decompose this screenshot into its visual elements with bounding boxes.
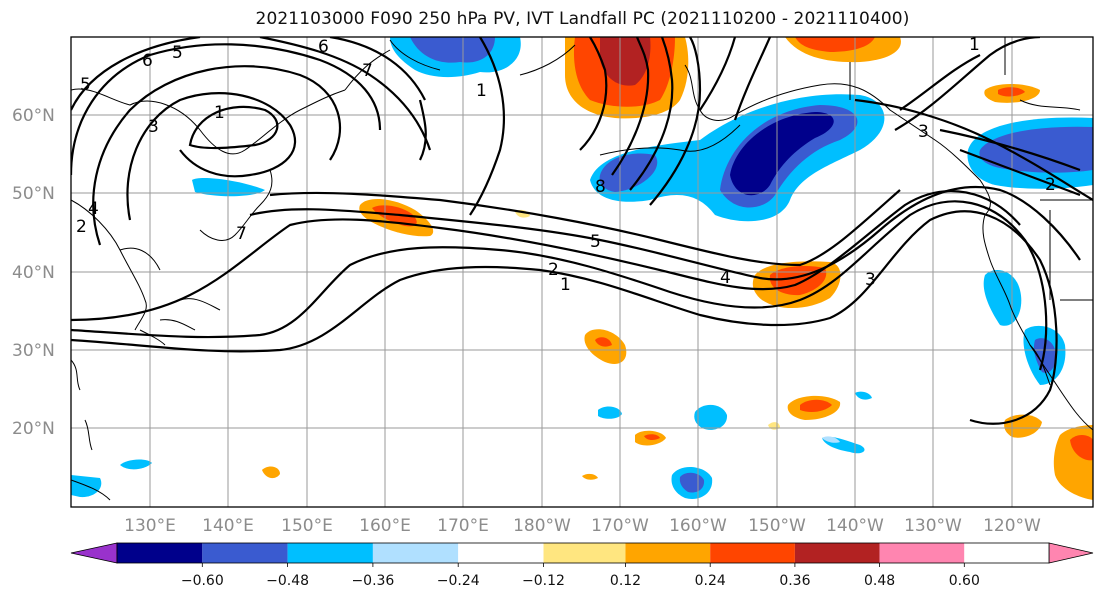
colorbar-tick-labels: −0.60 −0.48 −0.36 −0.24 −0.12 0.12 0.24 …: [181, 573, 980, 589]
colorbar-segment: [202, 543, 288, 563]
colorbar-tick-label: 0.12: [610, 573, 641, 589]
lon-label: 170°E: [437, 516, 489, 536]
contour-label: 2: [1045, 175, 1056, 195]
lat-label: 30°N: [12, 341, 55, 361]
contour-label: 3: [918, 122, 929, 142]
colorbar-tick-label: 0.24: [695, 573, 726, 589]
positive-region-subtrop-1: [584, 329, 627, 365]
colorbar-segment: [117, 543, 203, 563]
lon-label: 160°E: [359, 516, 411, 536]
lon-label: 130°W: [904, 516, 962, 536]
colorbar-segment: [964, 543, 1049, 563]
colorbar-segment: [794, 543, 880, 563]
contour-label: 8: [595, 177, 606, 197]
lat-label: 40°N: [12, 263, 55, 283]
colorbar: −0.60 −0.48 −0.36 −0.24 −0.12 0.12 0.24 …: [70, 542, 1094, 589]
contour-label: 4: [88, 199, 99, 219]
pv-contours: [71, 37, 1093, 425]
contour-label: 2: [76, 217, 87, 237]
contour-label: 5: [590, 232, 601, 252]
contour-label: 1: [560, 275, 571, 295]
colorbar-tick-label: −0.60: [181, 573, 224, 589]
negative-region-hawaii-4-pale: [822, 436, 840, 443]
positive-region-kuril-core: [372, 205, 417, 227]
map-frame: [70, 36, 1094, 508]
colorbar-segment: [543, 543, 626, 563]
longitude-labels: 130°E 140°E 150°E 160°E 170°E 180°W 170°…: [124, 516, 1041, 536]
contour-label: 3: [148, 117, 159, 137]
negative-region-blob: [599, 153, 658, 192]
contour-label: 6: [318, 37, 329, 57]
lon-label: 180°W: [513, 516, 571, 536]
positive-region-small-e: [768, 422, 780, 430]
lon-label: 150°W: [748, 516, 806, 536]
lon-label: 150°E: [281, 516, 333, 536]
colorbar-segment: [625, 543, 711, 563]
negative-region-canada-core: [979, 126, 1093, 173]
colorbar-segment: [458, 543, 544, 563]
contour-label: 6: [142, 51, 153, 71]
coastlines: [71, 37, 1093, 501]
lon-label: 130°E: [124, 516, 176, 536]
contour-label: 1: [969, 35, 980, 55]
positive-region-mexico-2-core: [1070, 435, 1093, 461]
contour-label: 5: [80, 75, 91, 95]
contour-label: 1: [214, 103, 225, 123]
lat-label: 50°N: [12, 184, 55, 204]
lat-label: 60°N: [12, 106, 55, 126]
negative-region-gulf-deep: [730, 112, 834, 196]
colorbar-tick-label: −0.12: [522, 573, 565, 589]
negative-region-bering-left-core: [410, 37, 495, 63]
positive-region-bering-top-deep: [600, 37, 651, 86]
colorbar-segment: [372, 543, 459, 563]
colorbar-segment: [879, 543, 965, 563]
contour-label: 4: [720, 268, 731, 288]
colorbar-ticks: [201, 563, 965, 567]
negative-region-small-a: [855, 391, 872, 400]
positive-region-subtrop-2-core: [800, 399, 832, 413]
negative-region-baja-core: [1033, 338, 1056, 373]
contour-label: 1: [476, 81, 487, 101]
negative-region-sw: [120, 459, 152, 470]
contour-label: 7: [236, 224, 247, 244]
colorbar-extend-left: [70, 542, 118, 564]
colorbar-extend-right: [1048, 542, 1094, 564]
lat-label: 20°N: [12, 419, 55, 439]
colorbar-tick-label: −0.48: [266, 573, 309, 589]
contour-label: 5: [172, 43, 183, 63]
figure-title: 2021103000 F090 250 hPa PV, IVT Landfall…: [255, 9, 910, 29]
lon-label: 160°W: [669, 516, 727, 536]
positive-region-small-d: [582, 473, 598, 480]
contour-label: 3: [865, 270, 876, 290]
lon-label: 170°W: [591, 516, 649, 536]
colorbar-segment: [710, 543, 795, 563]
negative-region-hawaii-1: [694, 404, 728, 430]
contour-label: 7: [362, 61, 373, 81]
colorbar-tick-label: −0.36: [351, 573, 394, 589]
colorbar-tick-label: 0.48: [864, 573, 895, 589]
colorbar-tick-label: 0.36: [779, 573, 810, 589]
colorbar-frame: [116, 542, 1050, 564]
positive-region-subtrop-3-core: [644, 434, 660, 441]
lon-label: 120°W: [983, 516, 1041, 536]
lon-label: 140°E: [202, 516, 254, 536]
contour-label: 2: [548, 260, 559, 280]
contour-labels: 1 2 5 4 3 2 3 6 7 1 5 6 7 8 3 1 1 2 4 5: [76, 35, 1056, 295]
negative-region-hawaii-3: [598, 406, 622, 419]
lon-label: 140°W: [826, 516, 884, 536]
colorbar-tick-label: −0.24: [437, 573, 480, 589]
positive-region-subtrop-1-core: [595, 337, 612, 347]
colorbar-tick-label: 0.60: [949, 573, 980, 589]
positive-region-small-b: [262, 466, 280, 479]
map-area: 1 2 5 4 3 2 3 6 7 1 5 6 7 8 3 1 1 2 4 5: [71, 35, 1093, 507]
latitude-labels: 60°N 50°N 40°N 30°N 20°N: [12, 106, 55, 439]
colorbar-segment: [287, 543, 373, 563]
gridlines: [71, 37, 1093, 507]
